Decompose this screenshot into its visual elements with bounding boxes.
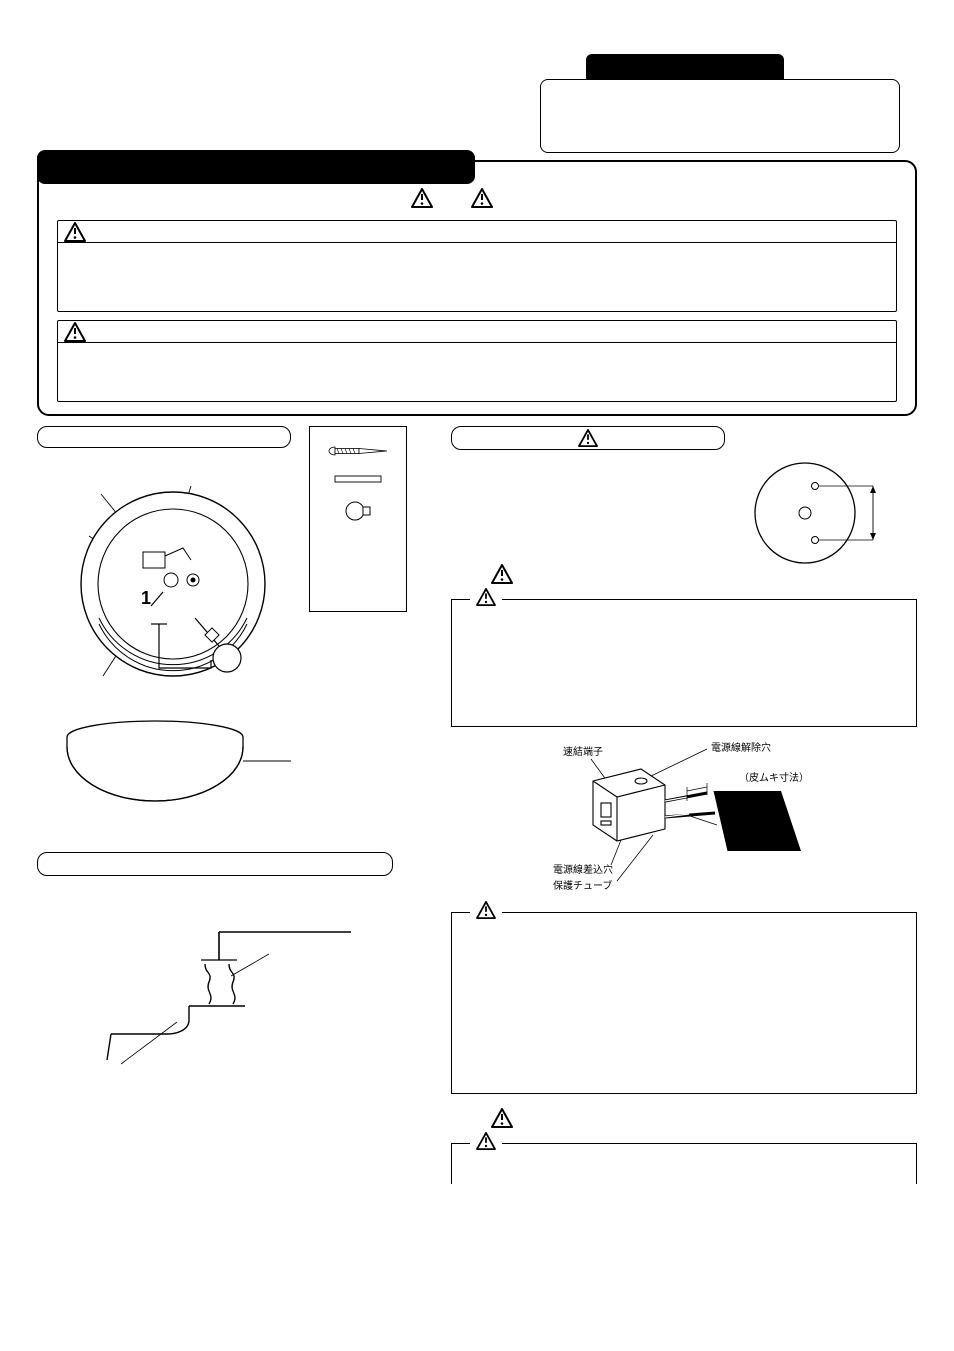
parts-heading: [37, 426, 291, 448]
mount-hole-diagram: [745, 458, 895, 571]
warning-icon: [491, 1108, 513, 1128]
wiring-diagram: 速結端子 電源線解除穴 （皮ムキ寸法） 電源線 電源線差込穴 保護チューブ: [481, 731, 917, 900]
caution-box: [57, 320, 897, 402]
install-caution-2: [451, 912, 917, 1094]
accessory-screw: [314, 445, 402, 457]
screw-icon: [327, 445, 389, 457]
wiring-label: 速結端子: [563, 745, 603, 758]
wiring-label: 保護チューブ: [553, 879, 612, 892]
accessory-cap: [314, 501, 402, 521]
svg-text:1: 1: [141, 588, 151, 608]
info-tab: [586, 54, 784, 80]
warning-box-body: [58, 243, 896, 311]
sleeve-icon: [334, 475, 382, 483]
install-caution-1: [451, 599, 917, 727]
warning-icon: [476, 588, 496, 606]
wiring-label: 電源線差込穴: [553, 863, 613, 876]
warning-icon: [476, 901, 496, 919]
install-heading: [451, 426, 725, 450]
cross-section-diagram: [81, 914, 443, 1087]
install-caution-2-tab: [470, 901, 502, 919]
warning-icon: [578, 429, 598, 447]
lower-columns: 1: [37, 426, 917, 1184]
install-pre-icon-3: [451, 1108, 917, 1131]
caution-box-header: [58, 321, 896, 343]
wiring-label: 電源線解除穴: [711, 741, 771, 754]
install-caution-3-tab: [470, 1132, 502, 1150]
install-caution-3: [451, 1143, 917, 1184]
safety-title-bar: [37, 150, 475, 184]
device-cover-diagram: [61, 713, 443, 828]
install-caution-1-tab: [470, 588, 502, 606]
install-caution-1-body: [464, 618, 904, 714]
warning-icon: [64, 322, 86, 342]
left-section2-heading: [37, 852, 393, 876]
warning-icon: [476, 1132, 496, 1150]
safety-section: [37, 160, 917, 416]
warning-icon: [64, 222, 86, 242]
warning-box-header: [58, 221, 896, 243]
info-box: [540, 79, 900, 153]
wiring-label: （皮ムキ寸法）: [739, 771, 809, 784]
safety-frame: [37, 160, 917, 416]
accessories-box: [309, 426, 407, 612]
safety-intro: [57, 188, 897, 216]
right-column: 速結端子 電源線解除穴 （皮ムキ寸法） 電源線 電源線差込穴 保護チューブ: [451, 426, 917, 1184]
left-column: 1: [37, 426, 443, 1184]
install-caution-3-body: [464, 1162, 904, 1184]
header-region: [34, 28, 920, 158]
accessory-sleeve: [314, 475, 402, 483]
cap-icon: [344, 501, 372, 521]
install-caution-2-body: [464, 931, 904, 1081]
caution-box-body: [58, 343, 896, 401]
warning-box: [57, 220, 897, 312]
warning-icon: [491, 564, 513, 584]
